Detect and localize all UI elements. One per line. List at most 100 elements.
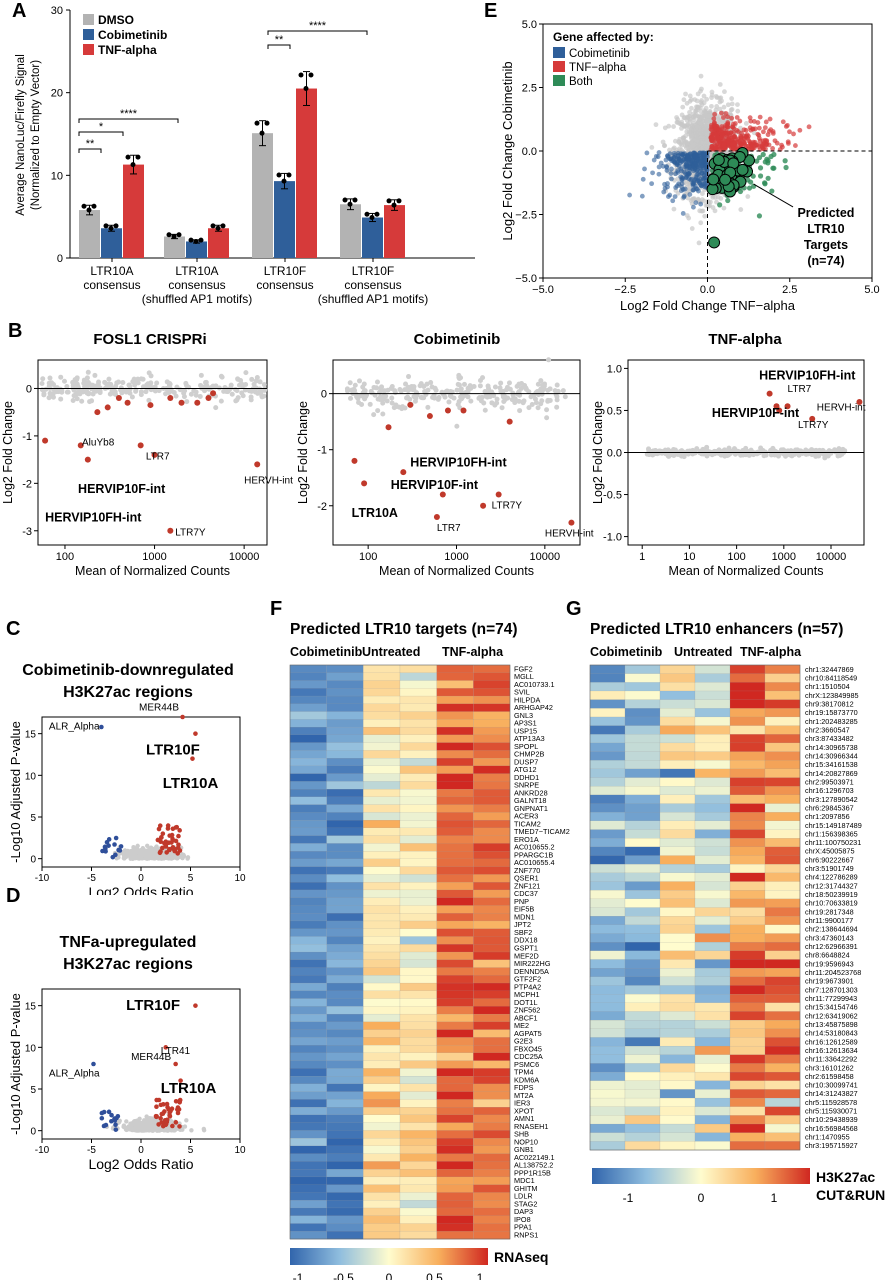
group-label: consensus (83, 278, 140, 292)
heatmap-cell (589, 959, 626, 969)
legend-label: Both (569, 76, 593, 88)
te-point (84, 375, 90, 381)
gene-label: AC010733.1 (514, 680, 555, 689)
heatmap-cell (694, 1054, 731, 1064)
group-label: (shuffled AP1 motifs) (318, 292, 429, 306)
gene-point (703, 123, 709, 129)
heatmap-cell (436, 928, 474, 937)
region-label: chr15:34154746 (805, 1003, 858, 1012)
heatmap-cell (363, 703, 401, 712)
replicate-dot (286, 172, 292, 178)
heatmap-cell (694, 890, 731, 900)
te-point (412, 394, 418, 400)
enriched-point (154, 1114, 159, 1119)
te-point (532, 396, 538, 402)
heatmap-cell (473, 874, 511, 883)
te-label: HERVIP10F-int (712, 406, 800, 420)
te-point (538, 386, 544, 392)
enriched-point (173, 1120, 179, 1125)
heatmap-cell (589, 1020, 626, 1030)
heatmap-cell (436, 1013, 474, 1023)
gene-label: MIR222HG (514, 959, 551, 968)
heatmap-cell (399, 1207, 437, 1217)
heatmap-cell (289, 827, 327, 837)
heatmap-cell (436, 804, 474, 813)
enriched-point (174, 824, 180, 830)
te-point (203, 380, 209, 386)
heatmap-cell (694, 760, 731, 770)
heatmap-cell (326, 858, 364, 868)
x-tick-label: 100 (359, 551, 377, 563)
te-point (344, 386, 350, 392)
heatmap-cell (363, 1169, 401, 1178)
te-point (352, 382, 358, 388)
heatmap-cell (399, 1037, 437, 1046)
te-point (536, 390, 542, 396)
replicate-dot (364, 211, 370, 217)
gene-point (686, 215, 692, 221)
te-point (562, 394, 568, 400)
heatmap-cell (289, 951, 327, 961)
heatmap-cell (399, 680, 437, 689)
enriched-point (167, 846, 172, 852)
heatmap-cell (436, 703, 474, 712)
heatmap-cell (764, 742, 801, 752)
te-point (499, 405, 505, 411)
tnf-point (787, 129, 792, 135)
both-point (757, 173, 764, 179)
gene-point (696, 240, 702, 246)
heatmap-cell (363, 664, 401, 674)
te-point (253, 378, 259, 384)
cobi-point (678, 151, 684, 157)
heatmap-cell (326, 1107, 364, 1116)
cobi-point (679, 168, 684, 174)
heatmap-cell (326, 975, 364, 984)
y-tick-label: 2.5 (522, 83, 537, 95)
te-point (249, 388, 255, 394)
heatmap-cell (659, 846, 696, 856)
heatmap-cell (729, 898, 766, 908)
gene-point (710, 205, 716, 210)
heatmap-cell (473, 913, 511, 922)
te-point (389, 400, 395, 406)
te-point (261, 382, 267, 388)
heatmap-cell (473, 703, 511, 712)
heatmap-cell (624, 1020, 661, 1030)
predicted-target-point (707, 173, 720, 186)
heatmap-cell (624, 855, 661, 865)
region-label: chr16:1296703 (805, 786, 854, 795)
depleted-point (113, 1122, 118, 1128)
heatmap-cell (659, 786, 696, 796)
heatmap-cell (289, 1145, 327, 1155)
both-point (771, 165, 777, 171)
heatmap-cell (436, 967, 474, 976)
x-tick-label: 10 (683, 551, 695, 563)
heatmap-cell (436, 711, 474, 720)
legend-label: TNF−alpha (569, 62, 627, 74)
gene-label: JPT2 (514, 920, 531, 929)
y-tick-label: 0.5 (607, 405, 622, 417)
heatmap-cell (764, 924, 801, 934)
heatmap-cell (729, 812, 766, 822)
heatmap-cell (589, 1063, 626, 1073)
heatmap-cell (624, 803, 661, 813)
heatmap-cell (289, 750, 327, 759)
cobi-point (644, 150, 650, 156)
heatmap-cell (399, 1060, 437, 1069)
heatmap-cell (624, 1063, 661, 1073)
te-point (120, 388, 126, 394)
tnf-point (737, 118, 743, 124)
te-point (257, 379, 263, 385)
gene-label: CDC25A (514, 1052, 543, 1061)
gene-point (717, 106, 723, 112)
significant-te-point (809, 415, 816, 422)
heatmap-cell (589, 838, 626, 848)
significant-te-point (94, 409, 101, 416)
heatmap-cell (399, 1176, 437, 1186)
heatmap-cell (694, 933, 731, 943)
tnf-point (742, 142, 748, 148)
cobi-point (642, 166, 647, 172)
heatmap-cell (363, 820, 401, 829)
heatmap-cell (363, 1052, 401, 1061)
heatmap-cell (764, 916, 801, 926)
